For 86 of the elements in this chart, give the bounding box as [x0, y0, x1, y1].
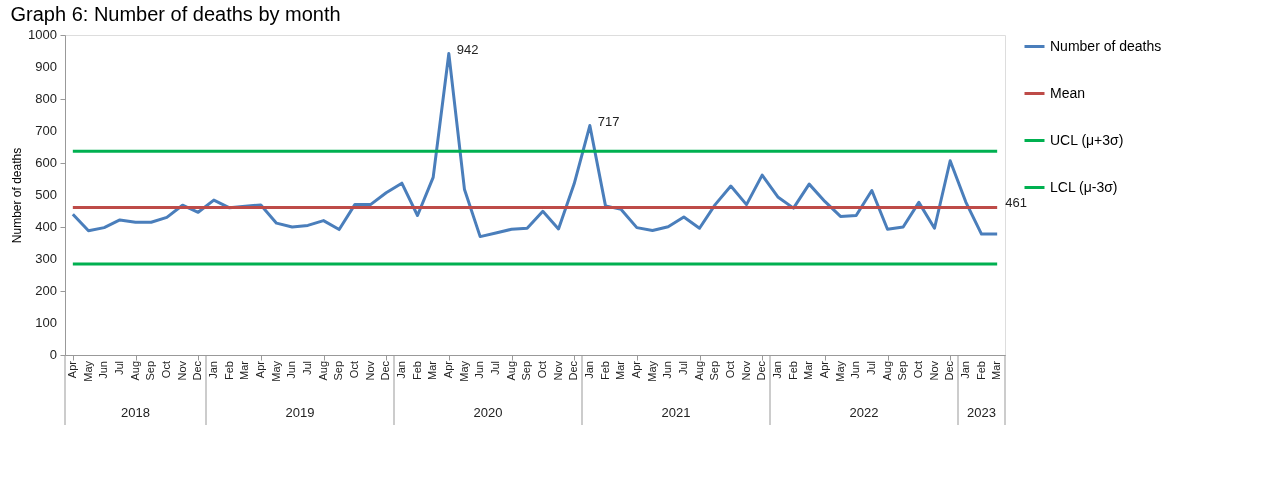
x-tick-label: Mar	[426, 360, 439, 380]
chart-title: Graph 6: Number of deaths by month	[10, 3, 341, 25]
x-tick-label: Dec	[379, 360, 392, 381]
x-tick-label: Oct	[159, 361, 172, 379]
x-tick-label: Nov	[363, 360, 376, 381]
x-tick-label: Oct	[911, 361, 924, 379]
text: 2022	[849, 405, 879, 420]
x-tick-label: Jun	[849, 361, 862, 379]
x-tick-label: Nov	[175, 360, 188, 381]
y-tick-label: 500	[35, 187, 57, 202]
x-tick-label: May	[81, 360, 94, 382]
x-tick-label: Jul	[488, 361, 501, 376]
x-tick-label: Jul	[864, 361, 877, 376]
y-tick-label: 1000	[28, 27, 57, 42]
y-axis-title: Number of deaths	[10, 147, 24, 244]
y-tick-label: 200	[35, 283, 57, 298]
x-tick-label: Aug	[504, 361, 517, 381]
x-tick-label: Nov	[927, 360, 940, 381]
x-tick-label: Jan	[394, 361, 407, 379]
y-tick-label: 300	[35, 251, 57, 266]
x-tick-label: Sep	[144, 361, 157, 381]
x-tick-label: Dec	[567, 360, 580, 381]
x-tick-label: Nov	[551, 360, 564, 381]
x-tick-label: Feb	[974, 361, 987, 380]
x-tick-label: Apr	[817, 360, 830, 379]
x-tick-label: Oct	[723, 361, 736, 379]
x-tick-label: Feb	[410, 361, 423, 380]
x-tick-label: Jun	[97, 361, 110, 379]
x-tick-label: Jun	[473, 361, 486, 379]
x-tick-label: Dec	[191, 360, 204, 381]
x-tick-label: Jan	[206, 361, 219, 379]
x-tick-label: Feb	[598, 361, 611, 380]
x-tick-label: Nov	[739, 360, 752, 381]
x-tick-label: Oct	[535, 361, 548, 379]
legend-label: Number of deaths	[1050, 37, 1162, 54]
x-tick-label: Dec	[755, 360, 768, 381]
x-tick-label: May	[833, 360, 846, 382]
x-tick-label: Apr	[441, 360, 454, 379]
data-label: 461	[1005, 195, 1027, 211]
x-tick-label: Sep	[708, 361, 721, 381]
y-tick-label: 800	[35, 91, 57, 106]
x-tick-label: Jun	[285, 361, 298, 379]
legend-label: Mean	[1050, 84, 1086, 101]
y-tick-label: 600	[35, 155, 57, 170]
x-tick-label: Aug	[880, 361, 893, 381]
x-tick-label: Jan	[582, 361, 595, 379]
x-tick-label: Feb	[222, 361, 235, 380]
x-tick-label: Mar	[238, 360, 251, 380]
x-tick-label: Jan	[770, 361, 783, 379]
x-tick-label: Mar	[990, 360, 1003, 380]
text: 2021	[661, 405, 691, 420]
x-tick-label: Jul	[300, 361, 313, 376]
x-tick-label: Jul	[676, 361, 689, 376]
x-tick-label: Aug	[128, 361, 141, 381]
x-tick-label: Sep	[520, 361, 533, 381]
x-tick-label: Jul	[112, 361, 125, 376]
y-tick-label: 100	[35, 315, 57, 330]
x-tick-label: Feb	[786, 361, 799, 380]
text: 2019	[285, 405, 315, 420]
x-tick-label: Jun	[661, 361, 674, 379]
y-tick-label: 900	[35, 59, 57, 74]
y-tick-label: 400	[35, 219, 57, 234]
y-tick-label: 0	[49, 347, 57, 362]
x-tick-label: Sep	[332, 361, 345, 381]
x-tick-label: Jan	[958, 361, 971, 379]
x-tick-label: Apr	[629, 360, 642, 379]
x-tick-label: Mar	[802, 360, 815, 380]
x-tick-label: Aug	[316, 361, 329, 381]
x-tick-label: Mar	[614, 360, 627, 380]
legend-label: UCL (μ+3σ)	[1050, 131, 1124, 148]
x-tick-label: May	[645, 360, 658, 382]
x-tick-label: Apr	[65, 360, 78, 379]
text: 2018	[121, 405, 150, 420]
x-tick-label: Sep	[896, 361, 909, 381]
legend-label: LCL (μ-3σ)	[1050, 178, 1118, 195]
text: 2023	[967, 405, 996, 420]
x-tick-label: May	[269, 360, 282, 382]
text: 2020	[473, 405, 503, 420]
data-label: 717	[597, 113, 620, 129]
y-tick-label: 700	[35, 123, 57, 138]
x-tick-label: Apr	[253, 360, 266, 379]
x-tick-label: Oct	[347, 361, 360, 379]
x-tick-label: Dec	[943, 360, 956, 381]
x-tick-label: Aug	[692, 361, 705, 381]
x-tick-label: May	[457, 360, 470, 382]
data-label: 942	[456, 41, 479, 57]
